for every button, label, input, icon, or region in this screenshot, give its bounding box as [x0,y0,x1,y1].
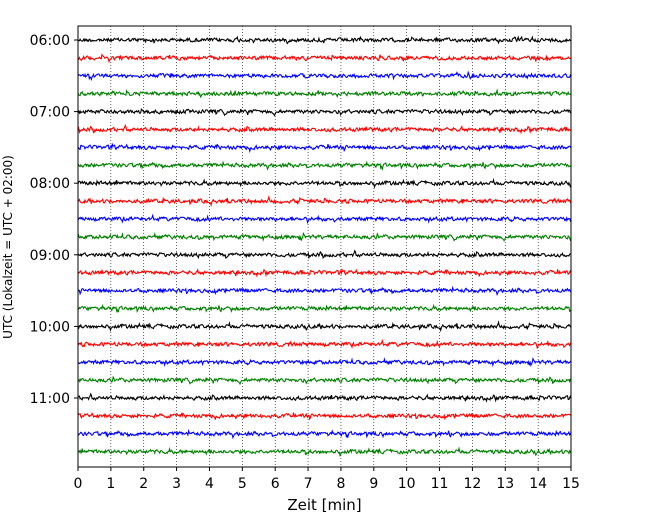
trace-line [77,392,572,404]
y-tick-label: 10:00 [30,319,70,335]
trace-line [77,268,572,278]
trace-line [77,231,572,242]
grid-lines [110,26,539,467]
trace-line [77,320,572,333]
x-tick-label: 14 [529,476,547,492]
x-tick-label: 15 [562,476,580,492]
x-tick-label: 12 [463,476,481,492]
trace-line [77,357,572,368]
trace-line [77,338,572,350]
trace-line [77,249,572,260]
trace-line [77,213,572,225]
x-tick-label: 3 [172,476,181,492]
seismic-traces [77,35,572,458]
x-tick-label: 9 [369,476,378,492]
trace-line [77,303,572,314]
x-tick-label: 6 [271,476,280,492]
x-tick-label: 0 [74,476,83,492]
plot-frame [77,25,572,468]
trace-line [77,53,572,64]
x-axis-ticks: 0 1 2 3 4 5 6 7 8 9 10 11 12 13 14 15 [74,467,580,492]
trace-line [77,160,572,172]
trace-line [77,88,572,99]
y-tick-label: 07:00 [30,105,70,121]
y-tick-label: 11:00 [30,391,70,407]
trace-line [77,412,572,421]
trace-line [77,194,572,207]
y-tick-label: 08:00 [30,176,70,192]
trace-line [77,177,572,189]
x-tick-label: 11 [431,476,449,492]
y-tick-label: 09:00 [30,248,70,264]
trace-line [77,446,572,458]
x-tick-label: 1 [106,476,115,492]
trace-line [77,124,572,135]
trace-line [77,35,572,45]
x-tick-label: 13 [496,476,514,492]
trace-line [77,375,572,386]
x-tick-label: 10 [398,476,416,492]
y-tick-label: 06:00 [30,33,70,49]
trace-line [77,428,572,440]
x-axis-label: Zeit [min] [287,496,361,514]
trace-line [77,70,572,82]
x-tick-label: 7 [304,476,313,492]
trace-line [77,108,572,117]
trace-line [77,142,572,154]
x-tick-label: 4 [205,476,214,492]
trace-line [77,285,572,296]
y-axis-label: UTC (Lokalzeit = UTC + 02:00) [1,155,15,339]
x-tick-label: 8 [336,476,345,492]
x-tick-label: 2 [139,476,148,492]
x-tick-label: 5 [238,476,247,492]
y-axis-ticks: 06:00 07:00 08:00 09:00 10:00 11:00 [30,33,78,407]
